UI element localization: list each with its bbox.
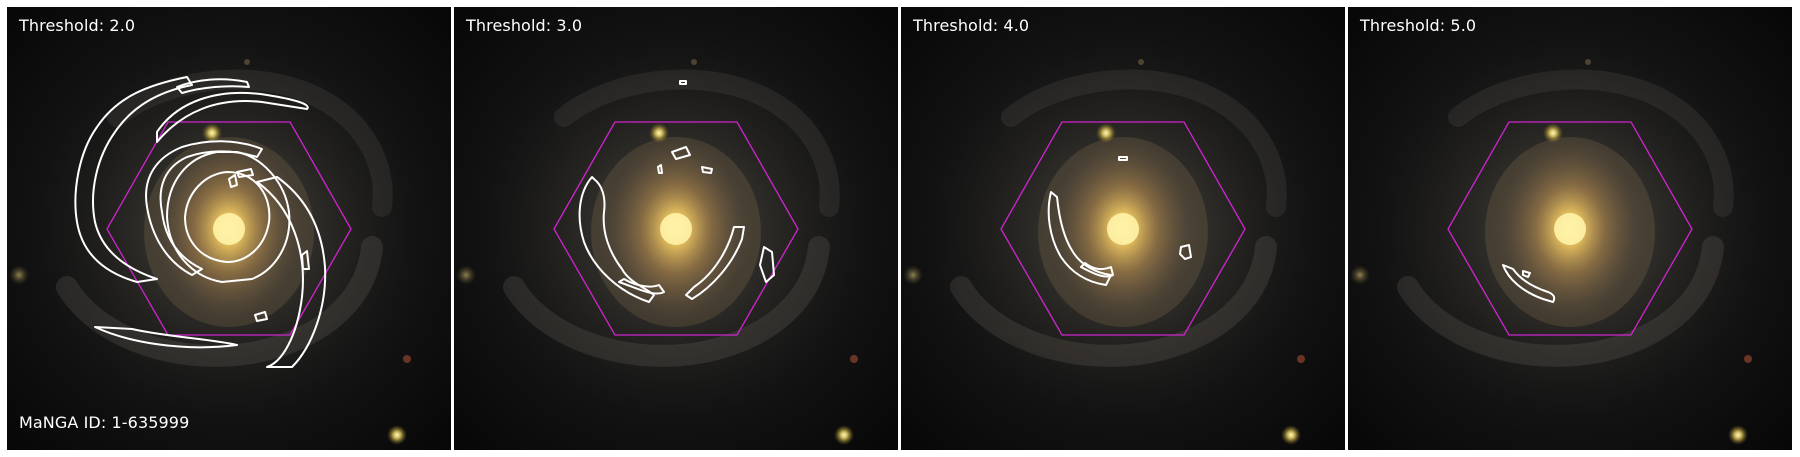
threshold-label: Threshold: 4.0	[913, 16, 1030, 35]
contour-overlay	[74, 76, 327, 368]
galaxy-image	[7, 7, 451, 450]
contour-overlay	[1047, 156, 1192, 286]
threshold-label: Threshold: 3.0	[466, 16, 583, 35]
panel-threshold-3: Threshold: 3.0	[454, 7, 898, 450]
panel-threshold-5: Threshold: 5.0	[1348, 7, 1792, 450]
galaxy-image	[454, 7, 898, 450]
contour-overlay	[1502, 264, 1556, 303]
panel-threshold-2: Threshold: 2.0 MaNGA ID: 1-635999	[7, 7, 451, 450]
threshold-label: Threshold: 2.0	[19, 16, 136, 35]
contour-overlay	[578, 80, 775, 303]
galaxy-id-label: MaNGA ID: 1-635999	[19, 413, 190, 432]
panel-threshold-4: Threshold: 4.0	[901, 7, 1345, 450]
galaxy-image	[1348, 7, 1792, 450]
galaxy-image	[901, 7, 1345, 450]
threshold-label: Threshold: 5.0	[1360, 16, 1477, 35]
